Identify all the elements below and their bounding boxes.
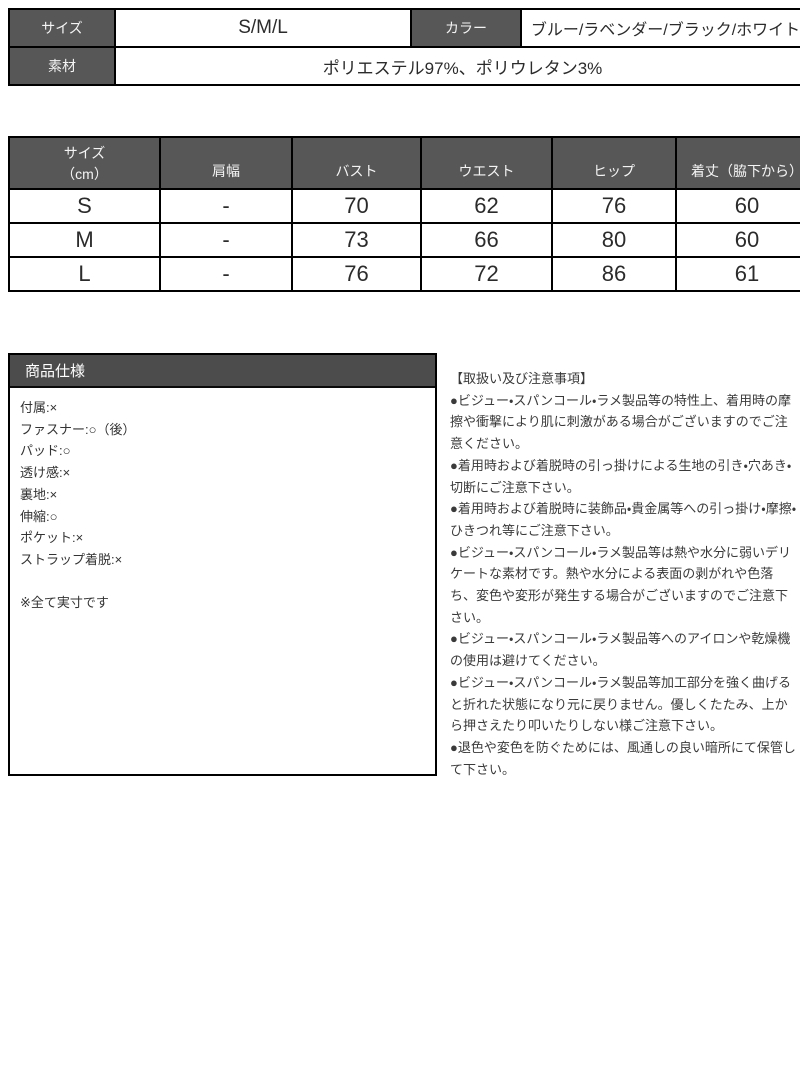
care-note-storage: ●退色や変色を防ぐためには、風通しの良い暗所にて保管して下さい。: [450, 739, 796, 777]
spec-item-fastener: ファスナー:○（後）: [20, 421, 136, 437]
header-shoulder: 肩幅: [159, 136, 293, 190]
cell-hip: 86: [551, 256, 677, 292]
size-row-m: M - 73 66 80 60: [8, 222, 800, 258]
size-attr-value: S/M/L: [114, 8, 412, 48]
size-table-header-row: サイズ （cm） 肩幅 バスト ウエスト ヒップ 着丈（脇下から）: [8, 136, 800, 190]
cell-shoulder: -: [159, 256, 293, 292]
header-length: 着丈（脇下から）: [675, 136, 800, 190]
cell-shoulder: -: [159, 188, 293, 224]
spec-item-accessory: 付属:×: [20, 400, 58, 415]
cell-waist: 72: [420, 256, 553, 292]
header-size-cm: サイズ （cm）: [8, 136, 161, 190]
attributes-row-2: 素材 ポリエステル97%、ポリウレタン3%: [8, 46, 800, 86]
cell-waist: 62: [420, 188, 553, 224]
header-size-line1: サイズ: [63, 144, 106, 161]
product-spec-body: 付属:× ファスナー:○（後） パッド:○ 透け感:× 裏地:× 伸縮:○ ポケ…: [10, 388, 435, 614]
cell-bust: 70: [291, 188, 422, 224]
material-attr-label: 素材: [8, 46, 116, 86]
cell-size: L: [8, 256, 161, 292]
spec-item-lining: 裏地:×: [20, 486, 58, 502]
care-note-bending: ●ビジュー・スパンコール・ラメ製品等加工部分を強く曲げると折れた状態になり元に戻…: [450, 674, 792, 734]
size-row-s: S - 70 62 76 60: [8, 188, 800, 224]
header-hip: ヒップ: [551, 136, 677, 190]
cell-bust: 76: [291, 256, 422, 292]
header-waist: ウエスト: [420, 136, 553, 190]
care-notes-section: 【取扱い及び注意事項】 ●ビジュー・スパンコール・ラメ製品等の特性上、着用時の摩…: [450, 368, 797, 780]
product-spec-panel: 商品仕様 付属:× ファスナー:○（後） パッド:○ 透け感:× 裏地:× 伸縮…: [8, 353, 437, 776]
cell-waist: 66: [420, 222, 553, 258]
cell-hip: 80: [551, 222, 677, 258]
material-attr-value: ポリエステル97%、ポリウレタン3%: [114, 46, 800, 86]
care-note-snagging: ●着用時および着脱時の引っ掛けによる生地の引き・穴あき・切断にご注意下さい。: [450, 457, 792, 495]
cell-length: 61: [675, 256, 800, 292]
header-size-line2: （cm）: [61, 165, 108, 182]
color-attr-label: カラー: [410, 8, 522, 48]
care-note-heat-moisture: ●ビジュー・スパンコール・ラメ製品等は熱や水分に弱いデリケートな素材です。熱や水…: [450, 544, 792, 625]
attributes-row-1: サイズ S/M/L カラー ブルー/ラベンダー/ブラック/ホワイト: [8, 8, 800, 48]
size-row-l: L - 76 72 86 61: [8, 256, 800, 292]
spec-measurement-note: ※全て実寸です: [20, 595, 109, 611]
care-note-friction: ●ビジュー・スパンコール・ラメ製品等の特性上、着用時の摩擦や衝撃により肌に刺激が…: [450, 392, 792, 452]
spec-item-stretch: 伸縮:○: [20, 508, 58, 524]
care-note-iron-dryer: ●ビジュー・スパンコール・ラメ製品等へのアイロンや乾燥機の使用は避けてください。: [450, 631, 791, 669]
product-attributes-table: サイズ S/M/L カラー ブルー/ラベンダー/ブラック/ホワイト 素材 ポリエ…: [8, 8, 800, 86]
cell-size: S: [8, 188, 161, 224]
cell-shoulder: -: [159, 222, 293, 258]
size-attr-label: サイズ: [8, 8, 116, 48]
size-measurement-table: サイズ （cm） 肩幅 バスト ウエスト ヒップ 着丈（脇下から） S - 70…: [8, 136, 800, 292]
spec-item-sheerness: 透け感:×: [20, 465, 71, 481]
color-attr-value: ブルー/ラベンダー/ブラック/ホワイト: [520, 8, 800, 48]
cell-length: 60: [675, 188, 800, 224]
cell-length: 60: [675, 222, 800, 258]
product-spec-title: 商品仕様: [10, 355, 435, 388]
care-note-jewelry: ●着用時および着脱時に装飾品・貴金属等への引っ掛け・摩擦・ひきつれ等にご注意下さ…: [450, 501, 797, 538]
spec-item-pocket: ポケット:×: [20, 530, 84, 546]
spec-item-pad: パッド:○: [20, 443, 71, 459]
header-bust: バスト: [291, 136, 422, 190]
cell-size: M: [8, 222, 161, 258]
cell-hip: 76: [551, 188, 677, 224]
care-notes-title: 【取扱い及び注意事項】: [450, 371, 594, 386]
cell-bust: 73: [291, 222, 422, 258]
spec-item-strap: ストラップ着脱:×: [20, 551, 123, 567]
